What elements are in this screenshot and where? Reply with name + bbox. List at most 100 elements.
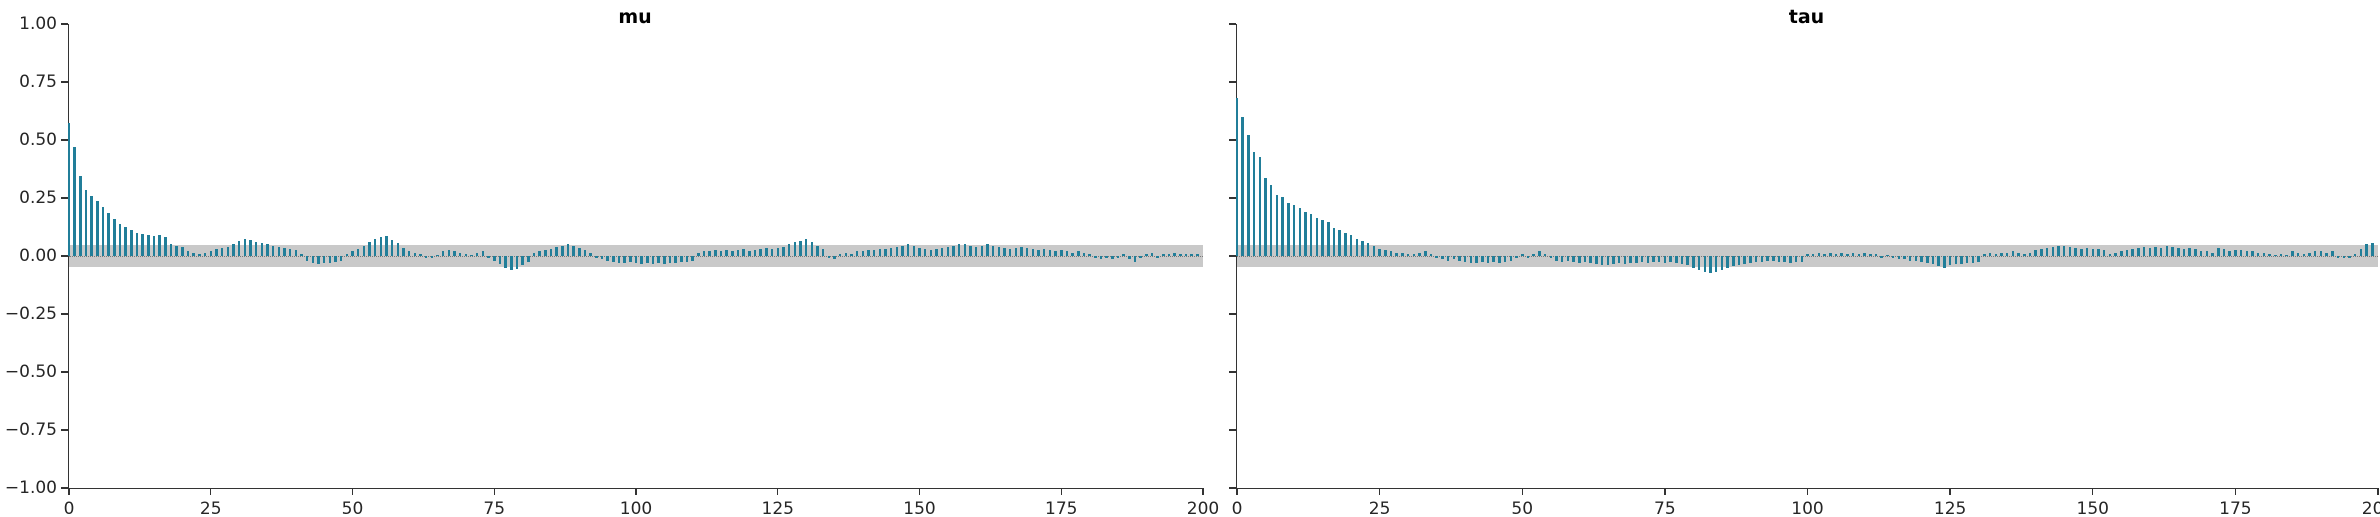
acf-bar <box>663 256 666 265</box>
acf-bar <box>2005 252 2009 256</box>
acf-bar <box>1014 247 1018 256</box>
acf-bar <box>606 256 609 261</box>
acf-bar <box>1617 256 1621 263</box>
acf-bar <box>1549 256 1553 258</box>
acf-bar <box>1332 228 1336 256</box>
acf-bar <box>424 256 428 259</box>
acf-bar <box>1686 256 1689 266</box>
acf-bar <box>1629 256 1632 263</box>
acf-bar <box>617 256 621 263</box>
acf-bar <box>487 256 490 259</box>
acf-bar <box>561 245 564 256</box>
x-tick-label: 50 <box>341 499 364 517</box>
acf-bar <box>2228 251 2231 256</box>
acf-bar <box>521 256 524 266</box>
zero-line <box>1237 256 2378 257</box>
y-tick-label: 0.00 <box>19 246 57 266</box>
x-tick-mark <box>1949 488 1951 495</box>
acf-bar <box>504 256 507 268</box>
acf-bar <box>1167 253 1171 256</box>
acf-bar <box>1720 256 1724 270</box>
x-tick-label: 125 <box>761 499 794 517</box>
acf-bar <box>1931 256 1935 265</box>
acf-bar <box>821 249 825 256</box>
acf-bar <box>2291 251 2294 256</box>
plot-title-mu: mu <box>618 6 652 28</box>
acf-bar <box>668 256 672 263</box>
acf-bar <box>2091 249 2094 256</box>
acf-bar <box>906 244 910 256</box>
acf-bar <box>2194 249 2197 256</box>
acf-bar <box>1954 256 1958 265</box>
acf-bar <box>980 245 984 256</box>
acf-bar <box>118 223 122 256</box>
acf-bar <box>1840 252 1843 256</box>
x-tick-label: 100 <box>619 499 653 517</box>
x-tick-mark <box>1664 488 1666 495</box>
acf-bar <box>1338 230 1341 256</box>
acf-bar <box>895 246 899 256</box>
acf-bar <box>1811 253 1815 256</box>
acf-bar <box>1732 256 1735 267</box>
acf-bar <box>164 237 167 256</box>
acf-bar <box>1697 256 1701 270</box>
acf-bar <box>1003 247 1006 256</box>
acf-bar <box>2182 249 2186 256</box>
acf-bar <box>1783 256 1786 262</box>
acf-bar <box>339 256 343 261</box>
acf-bar <box>1914 256 1918 261</box>
acf-bar <box>1275 194 1279 256</box>
acf-bar <box>1960 256 1963 265</box>
acf-bar <box>1760 256 1764 262</box>
acf-bar <box>311 256 315 263</box>
acf-bar <box>2285 254 2288 256</box>
x-tick-mark <box>1202 488 1204 495</box>
acf-bar <box>1173 252 1176 256</box>
acf-bar <box>2040 249 2043 256</box>
acf-bar <box>181 246 184 256</box>
acf-bar <box>67 122 71 256</box>
x-tick-mark <box>1521 488 1523 495</box>
acf-bar <box>1714 256 1718 273</box>
acf-bar <box>2102 250 2106 256</box>
acf-bar <box>2222 249 2226 256</box>
acf-bar <box>1886 254 1889 256</box>
acf-bar <box>130 230 133 256</box>
acf-bar <box>1846 253 1849 256</box>
y-tick-mark <box>1229 81 1236 83</box>
acf-bar <box>243 238 247 256</box>
acf-bar <box>725 250 728 256</box>
acf-bar <box>294 250 298 256</box>
acf-bar <box>1406 253 1410 256</box>
y-tick-mark <box>61 139 68 141</box>
acf-bar <box>2177 247 2180 256</box>
acf-bar <box>198 253 201 256</box>
acf-bar <box>215 249 218 256</box>
acf-bar <box>651 256 655 265</box>
acf-bar <box>946 246 950 256</box>
acf-bar <box>1652 256 1655 262</box>
x-tick-label: 175 <box>2219 499 2252 517</box>
acf-bar <box>1600 256 1604 266</box>
acf-bar <box>583 250 587 256</box>
acf-bar <box>1292 204 1296 256</box>
acf-bar <box>1612 256 1615 265</box>
acf-bar <box>1179 253 1182 256</box>
acf-bar <box>300 253 303 256</box>
y-tick-mark <box>61 255 68 257</box>
acf-bar <box>1304 211 1307 256</box>
acf-bar <box>84 189 88 256</box>
acf-bar <box>867 250 870 256</box>
acf-bar <box>1983 253 1986 256</box>
acf-bar <box>2296 252 2300 256</box>
acf-bar <box>1481 256 1484 262</box>
acf-bar <box>2336 256 2340 258</box>
acf-bar <box>1657 256 1661 262</box>
acf-bar <box>1116 256 1120 259</box>
y-tick-label: −0.75 <box>4 420 57 440</box>
acf-bar <box>1880 256 1883 258</box>
acf-bar <box>1806 253 1809 256</box>
acf-bar <box>1054 251 1057 256</box>
acf-bar <box>328 256 332 263</box>
acf-bar <box>1503 256 1507 262</box>
